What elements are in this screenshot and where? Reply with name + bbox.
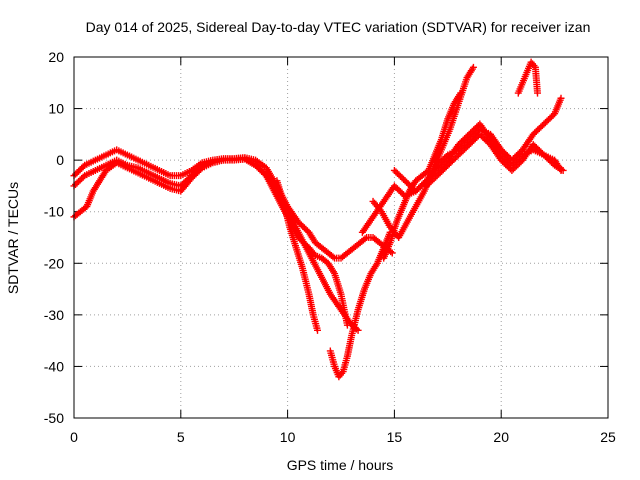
plot-frame [73,56,609,419]
series-track-j [514,58,542,97]
y-tick-label: -30 [44,307,64,323]
x-axis-label: GPS time / hours [287,457,394,473]
series-track-g [380,89,465,262]
data-point [314,326,322,334]
chart-title: Day 014 of 2025, Sidereal Day-to-day VTE… [86,19,591,35]
x-tick-label: 20 [493,429,509,445]
y-tick-label: -10 [44,204,64,220]
data-point [559,166,567,174]
data-point [352,325,360,333]
x-tick-label: 10 [280,429,296,445]
series-track-e [70,155,362,334]
data-point [79,163,87,171]
y-tick-label: -40 [44,358,64,374]
y-tick-label: 0 [56,152,64,168]
grid-lines [74,57,608,418]
x-tick-label: 25 [600,429,616,445]
data-point [79,173,87,181]
data-point [469,63,477,71]
y-axis-label: SDTVAR / TECUs [5,182,21,294]
data-points [70,58,567,381]
data-point [354,326,362,334]
data-point [557,94,565,102]
x-tick-label: 0 [70,429,78,445]
y-tick-label: 20 [48,49,64,65]
data-point [361,235,369,243]
y-tick-label: -50 [44,410,64,426]
x-tick-label: 5 [177,429,185,445]
y-tick-labels: -50 -40 -30 -20 -10 0 10 20 [44,49,64,426]
y-tick-label: -20 [44,255,64,271]
data-point [197,165,205,173]
x-tick-label: 15 [387,429,403,445]
series-track-k [422,130,567,190]
data-point [534,89,542,97]
data-point [442,152,450,160]
data-point [329,253,337,261]
series-track-d [326,228,394,381]
x-tick-labels: 0 5 10 15 20 25 [70,429,616,445]
y-tick-label: 10 [48,101,64,117]
data-point [388,249,396,257]
